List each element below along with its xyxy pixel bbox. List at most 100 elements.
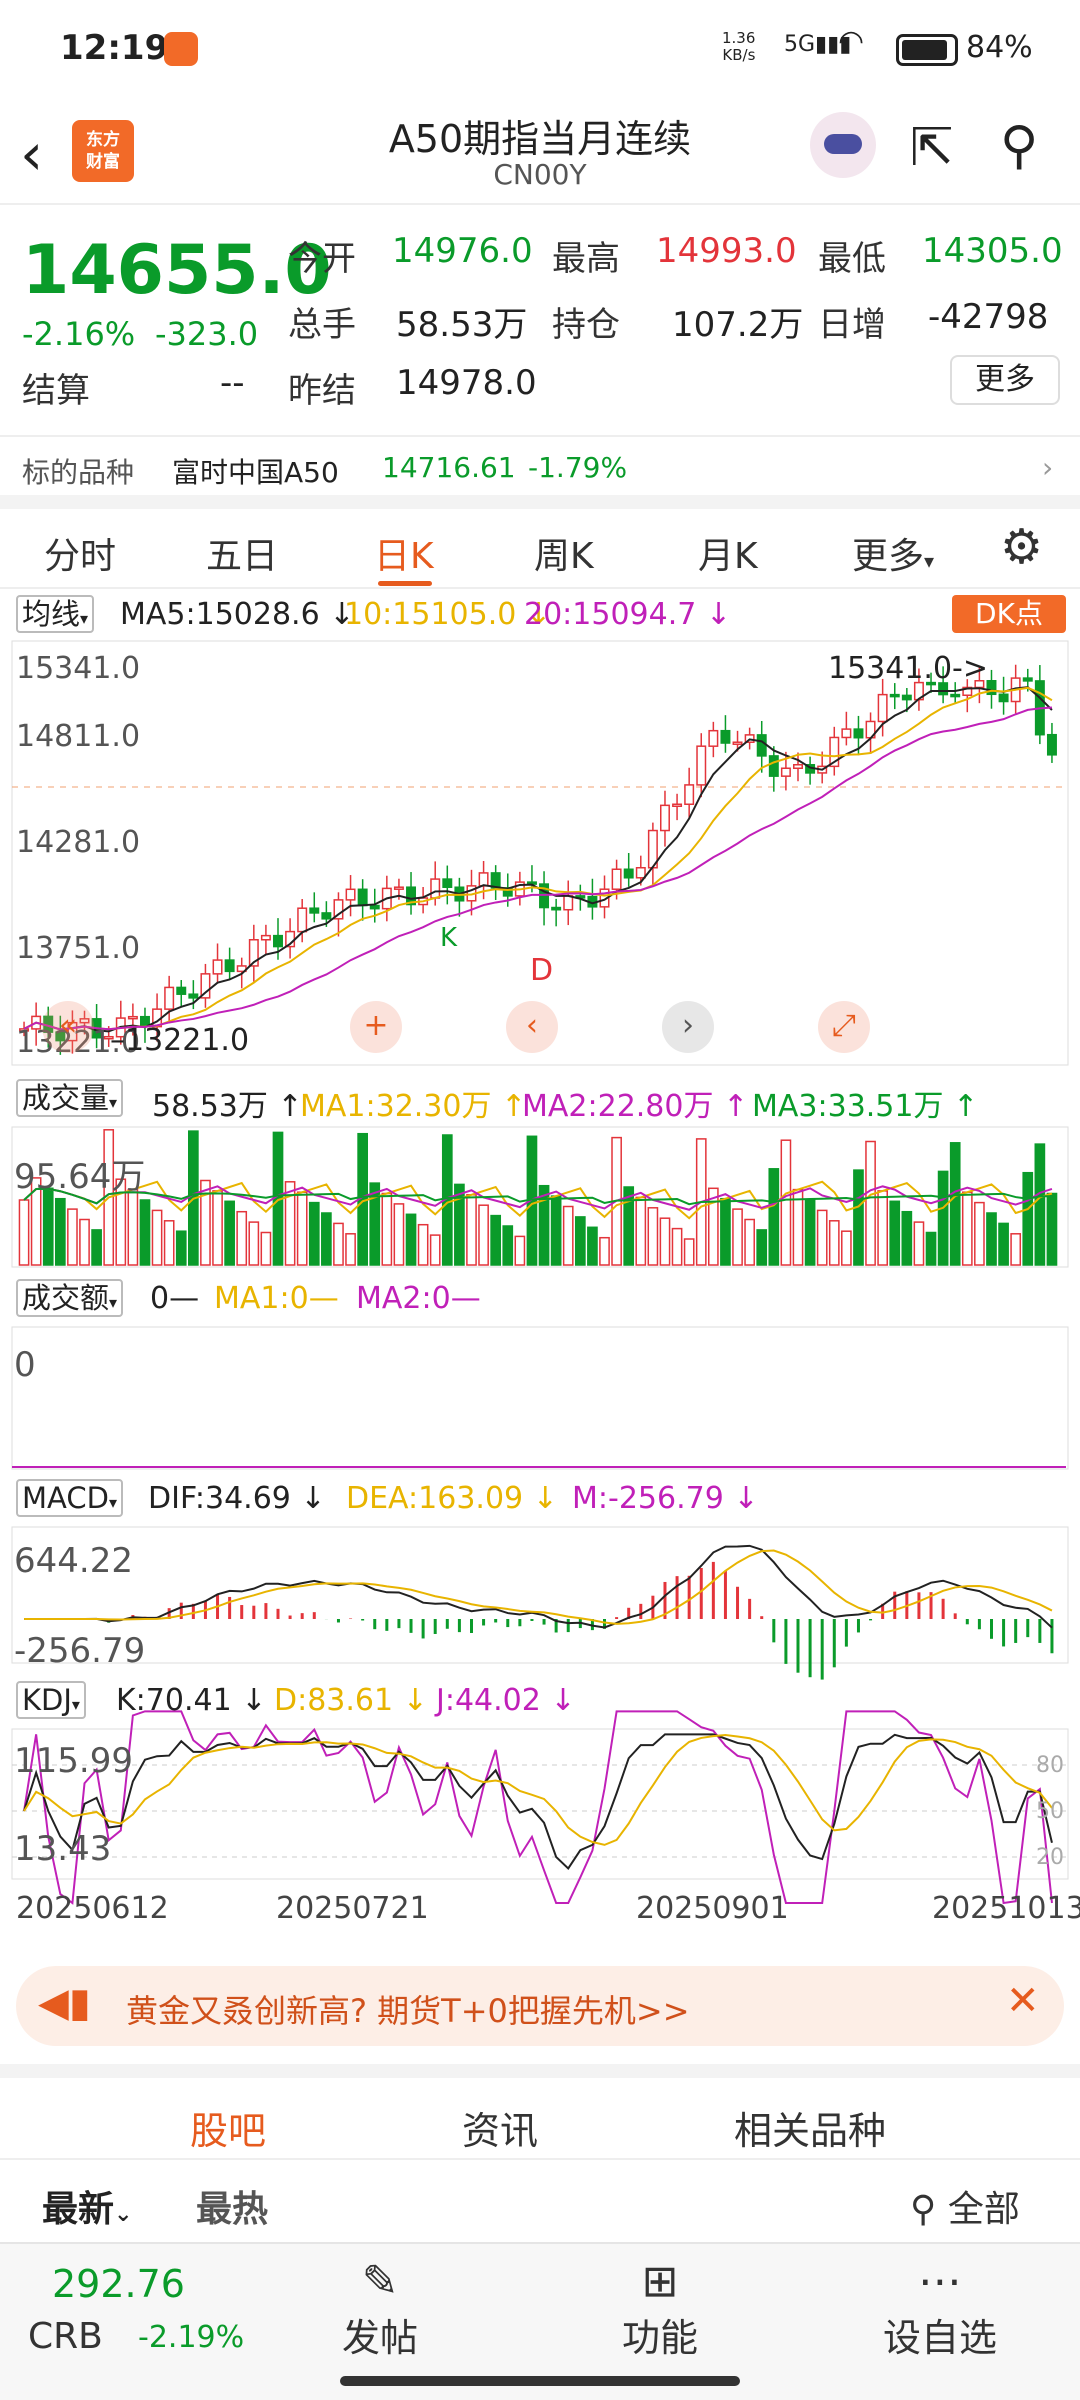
tab-daily-k[interactable]: 日K [374,536,434,577]
volume-bar [224,1200,235,1266]
promo-banner[interactable]: ◀▮ 黄金又叒创新高? 期货T+0把握先机>> ✕ [16,1966,1064,2046]
volume-bar [212,1190,223,1266]
search-icon[interactable]: ⚲ [1000,116,1039,176]
volume-bar [659,1217,671,1266]
volume-bar [248,1221,260,1266]
volume-bar [236,1210,248,1266]
volume-value: 58.53万 [396,305,528,345]
filter-all[interactable]: ⚲ 全部 [910,2189,1020,2230]
volume-bar [333,1222,344,1266]
volume-label: 总手 [288,305,356,345]
volume-bar [478,1204,489,1266]
macd-dropdown[interactable]: MACD▾ [16,1479,123,1517]
period-tabs: 分时 五日 日K 周K 月K 更多▾ ⚙ [0,509,1080,589]
candle-body [756,734,767,757]
volume-panel-frame [11,1126,1069,1268]
function-button[interactable]: ⊞ 功能 [610,2256,710,2362]
candle-body [986,680,997,696]
volume-bar [635,1196,647,1266]
macd-m: M:-256.79 ↓ [572,1481,759,1516]
candle-body [793,764,803,769]
volume-tick: 95.64万 [14,1157,146,1197]
scroll-left-icon[interactable]: ‹ [506,1001,558,1053]
candle-body [333,899,344,920]
wifi-icon: ◠ [838,24,865,59]
underlying-row[interactable]: 标的品种 富时中国A50 14716.61 -1.79% › [0,435,1080,495]
kdj-d: D:83.61 ↓ [274,1683,428,1718]
amount-tick: 0 [14,1345,36,1385]
tab-related[interactable]: 相关品种 [734,2109,887,2153]
volume-ma1: MA1:32.30万 ↑ [300,1089,527,1124]
volume-bar [381,1192,393,1266]
candle-body [357,888,368,907]
daily-increase-value: -42798 [928,297,1049,337]
sort-hot[interactable]: 最热 [196,2189,269,2230]
gear-icon[interactable]: ⚙ [1000,519,1044,575]
share-icon[interactable]: ⇱ [910,118,954,178]
kline-chart-area: 均线▾ MA5:15028.6 ↓ 10:15105.0 ↓ 20:15094.… [0,589,1080,1959]
candle-body [345,888,356,901]
tab-guba[interactable]: 股吧 [190,2109,267,2153]
volume-bar [345,1233,356,1266]
volume-ma3: MA3:33.51万 ↑ [752,1089,979,1124]
volume-bar [200,1179,211,1266]
assistant-robot-icon[interactable] [810,112,876,178]
tab-monthly-k[interactable]: 月K [698,536,758,577]
more-quote-button[interactable]: 更多 [950,355,1060,405]
amount-dropdown[interactable]: 成交额▾ [16,1279,124,1317]
macd-bottom-tick: -256.79 [14,1631,146,1671]
ma20-value: 20:15094.7 ↓ [524,597,732,632]
fullscreen-icon[interactable]: ⤢ [818,1001,870,1053]
add-watchlist-button[interactable]: ⋯ 设自选 [870,2256,1010,2362]
kdj-panel-frame [11,1728,1069,1880]
signal-icon: 5G▮▮▮ [784,32,852,57]
volume-bar [816,1209,828,1266]
amount-value: 0— [150,1281,200,1316]
grid-icon: ⊞ [641,2256,679,2307]
volume-bar [587,1226,598,1266]
kdj-dropdown[interactable]: KDJ▾ [16,1681,86,1719]
kdj-d-line [23,1734,1053,1846]
scroll-right-icon[interactable]: › [662,1001,714,1053]
volume-bar [321,1212,332,1266]
kline-chart-svg[interactable] [0,589,1080,1959]
volume-bar [720,1197,731,1266]
date-label-3: 20250901 [636,1891,789,1926]
sort-bar: 最新⌄ 最热 ⚲ 全部 [0,2158,1080,2242]
volume-bar [744,1218,755,1266]
volume-bar [683,1238,695,1266]
candle-body [599,888,610,908]
candle-body [79,1018,90,1024]
ma5-value: MA5:15028.6 ↓ [120,597,355,632]
zoom-in-icon[interactable]: + [350,1001,402,1053]
volume-dropdown[interactable]: 成交量▾ [16,1079,124,1117]
kdj-k: K:70.41 ↓ [116,1683,267,1718]
quote-panel: 14655.0 -2.16% -323.0 今开 14976.0 最高 1499… [0,205,1080,495]
sort-latest[interactable]: 最新⌄ [42,2189,133,2230]
divider [0,495,1080,509]
more-dots-icon: ⋯ [918,2256,962,2307]
close-icon[interactable]: ✕ [1006,1978,1040,2024]
tab-intraday[interactable]: 分时 [44,536,117,577]
candle-body [853,728,864,739]
candle-body [369,904,380,910]
volume-bar [115,1178,127,1266]
ma-dropdown[interactable]: 均线▾ [16,595,95,633]
tab-five-day[interactable]: 五日 [206,536,279,577]
volume-bar [502,1225,514,1266]
volume-bar [490,1214,502,1266]
back-icon[interactable]: ‹ [20,120,44,188]
post-button[interactable]: ✎ 发帖 [330,2256,430,2362]
tab-news[interactable]: 资讯 [462,2109,539,2153]
volume-bar [308,1201,320,1266]
dk-point-button[interactable]: DK点 [952,595,1066,633]
candle-body [212,959,223,975]
settle-label: 结算 [22,371,90,411]
tab-weekly-k[interactable]: 周K [534,536,594,577]
ma20-line [23,706,1053,1031]
tab-more[interactable]: 更多▾ [852,536,935,577]
scroll-left-double-icon[interactable]: « [42,1001,94,1053]
candle-body [901,694,912,701]
volume-bar [949,1142,961,1266]
underlying-percent: -1.79% [528,451,628,484]
